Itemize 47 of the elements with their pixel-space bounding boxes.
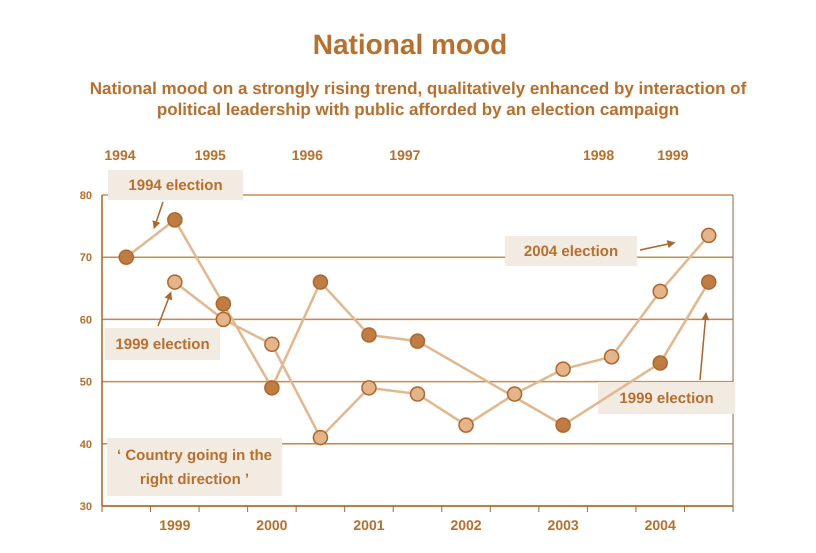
y-tick-label: 60 bbox=[80, 314, 92, 326]
text: 1998 bbox=[582, 147, 614, 163]
y-tick-label: 70 bbox=[80, 252, 92, 264]
x-tick-label: 2003 bbox=[548, 517, 579, 533]
point bbox=[555, 417, 571, 433]
y-tick-label: 30 bbox=[80, 501, 92, 513]
text: 1999 bbox=[657, 147, 689, 163]
point bbox=[361, 380, 377, 396]
x-tick-label: 1999 bbox=[159, 517, 191, 533]
y-tick-label: 80 bbox=[80, 190, 92, 202]
point bbox=[506, 386, 522, 402]
point bbox=[216, 296, 232, 312]
point bbox=[652, 284, 668, 300]
point bbox=[700, 274, 716, 290]
text: 1997 bbox=[389, 147, 421, 163]
annotation: 1999 election bbox=[619, 390, 714, 407]
point bbox=[652, 355, 668, 371]
point bbox=[264, 336, 280, 352]
point bbox=[458, 417, 474, 433]
point bbox=[700, 228, 716, 244]
point bbox=[118, 249, 134, 265]
point bbox=[312, 274, 328, 290]
annotation: 2004 election bbox=[524, 243, 618, 260]
text: 1995 bbox=[194, 147, 226, 163]
text: 1996 bbox=[292, 147, 324, 163]
y-tick-label: 40 bbox=[80, 438, 92, 451]
point bbox=[410, 386, 426, 402]
point bbox=[604, 348, 620, 364]
point bbox=[167, 274, 183, 290]
point bbox=[361, 327, 377, 343]
point bbox=[264, 380, 280, 396]
annotation: ‘ Country going in the right direction ’ bbox=[117, 447, 272, 488]
x-tick-label: 2004 bbox=[644, 517, 676, 533]
y-tick-label: 50 bbox=[80, 376, 92, 389]
point bbox=[555, 361, 571, 377]
annotation: 1999 election bbox=[115, 336, 210, 353]
x-tick-label: 2000 bbox=[256, 517, 288, 533]
point bbox=[410, 333, 426, 349]
point bbox=[312, 430, 328, 446]
x-tick-label: 2001 bbox=[353, 517, 385, 533]
point bbox=[216, 312, 232, 328]
chart-title: National mood bbox=[312, 29, 508, 60]
point bbox=[167, 212, 183, 228]
text: 1994 election bbox=[128, 177, 223, 194]
text: 1994 bbox=[104, 147, 136, 163]
chart-subtitle: National mood on a strongly rising trend, qualitatively enhanced by interaction of political leadership with public afforded by an election campaign bbox=[90, 79, 747, 119]
x-tick-label: 2002 bbox=[450, 517, 482, 533]
